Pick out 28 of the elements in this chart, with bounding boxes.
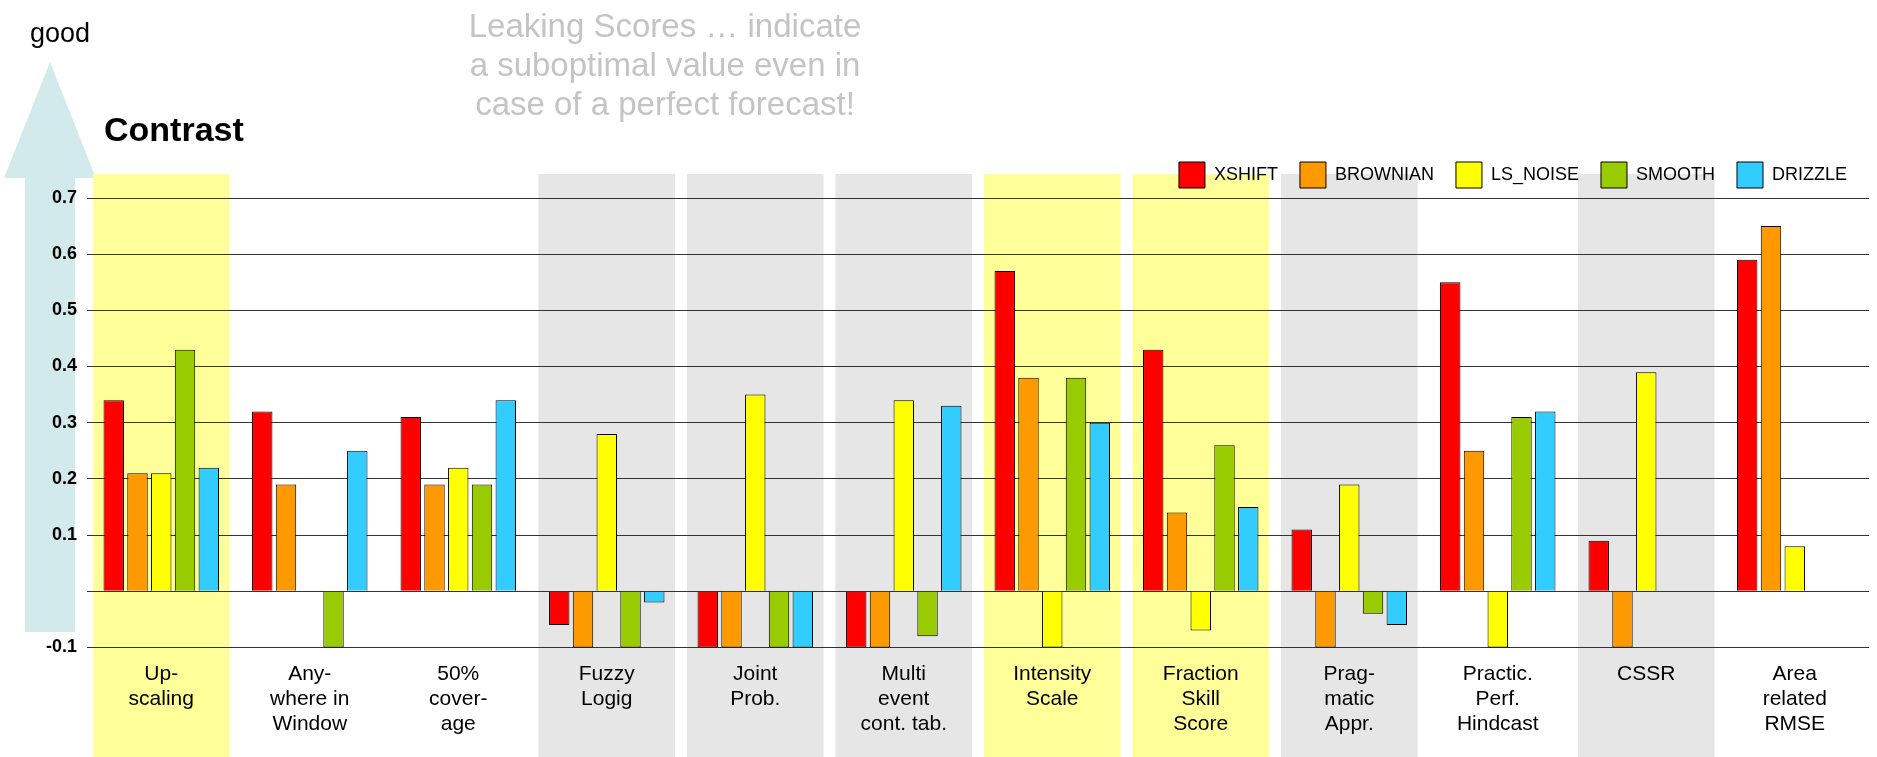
x-tick-label: Multi event cont. tab. — [860, 660, 947, 735]
x-tick-label: Fuzzy Logig — [578, 660, 636, 709]
x-tick-label: Joint Prob. — [730, 660, 781, 709]
x-tick-label: Fraction Skill Score — [1162, 660, 1239, 735]
y-tick-label: 0.3 — [51, 411, 78, 432]
x-tick-label: CSSR — [1617, 660, 1676, 684]
text: good — [30, 18, 91, 49]
x-tick-label: Prag- matic Appr. — [1323, 660, 1375, 735]
y-tick-label: 0.6 — [51, 243, 78, 264]
legend-label: XSHIFT — [1213, 163, 1278, 184]
y-tick-label: 0.5 — [51, 299, 78, 320]
legend-label: BROWNIAN — [1334, 163, 1434, 184]
y-tick-label: -0.1 — [45, 636, 78, 657]
x-tick-label: Up- scaling — [128, 660, 194, 709]
legend-label: LS_NOISE — [1490, 163, 1579, 185]
y-tick-label: 0.1 — [51, 524, 78, 545]
x-tick-label: Any- where in Window — [269, 660, 350, 735]
text: Leaking Scores … indicate a suboptimal value even in case of a perfect forecast! — [467, 6, 863, 123]
chart-title: Contrast — [104, 110, 244, 149]
y-tick-label: 0.2 — [51, 467, 78, 488]
y-tick-label: 0.7 — [51, 186, 78, 207]
x-tick-label: 50% cover- age — [429, 660, 488, 735]
y-tick-label: 0.4 — [51, 355, 78, 376]
legend-label: DRIZZLE — [1771, 163, 1848, 184]
x-tick-label: Intensity Scale — [1013, 660, 1092, 709]
x-tick-label: Practic. Perf. Hindcast — [1456, 660, 1539, 735]
x-tick-label: Area related RMSE — [1762, 660, 1827, 735]
legend-label: SMOOTH — [1636, 163, 1715, 184]
